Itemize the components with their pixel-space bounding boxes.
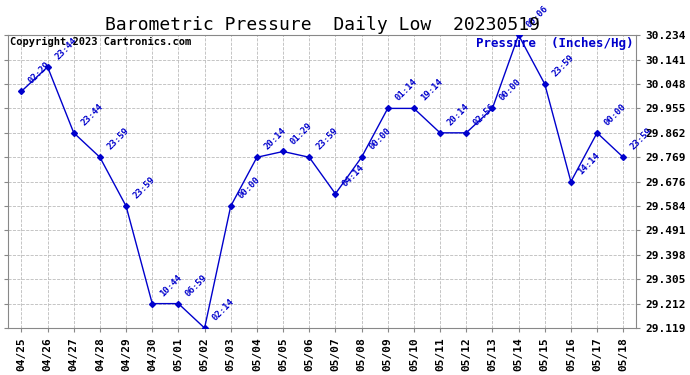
- Text: 23:59: 23:59: [132, 175, 157, 201]
- Title: Barometric Pressure  Daily Low  20230519: Barometric Pressure Daily Low 20230519: [105, 15, 540, 33]
- Text: 04:14: 04:14: [341, 163, 366, 188]
- Text: Pressure  (Inches/Hg): Pressure (Inches/Hg): [475, 36, 633, 50]
- Text: 23:59: 23:59: [551, 53, 575, 78]
- Text: 10:44: 10:44: [158, 273, 183, 298]
- Text: 23:59: 23:59: [629, 126, 654, 152]
- Text: 23:44: 23:44: [79, 102, 105, 127]
- Text: 20:14: 20:14: [262, 126, 288, 152]
- Text: 23:59: 23:59: [315, 126, 340, 152]
- Text: 02:29: 02:29: [27, 60, 52, 86]
- Text: 02:56: 02:56: [472, 102, 497, 127]
- Text: 02:14: 02:14: [210, 297, 235, 322]
- Text: 00:00: 00:00: [367, 126, 393, 152]
- Text: 00:00: 00:00: [236, 175, 262, 201]
- Text: Copyright 2023 Cartronics.com: Copyright 2023 Cartronics.com: [10, 36, 191, 46]
- Text: 00:00: 00:00: [498, 78, 523, 103]
- Text: 23:44: 23:44: [53, 36, 79, 62]
- Text: 00:00: 00:00: [602, 102, 628, 127]
- Text: 20:14: 20:14: [446, 102, 471, 127]
- Text: 14:14: 14:14: [576, 151, 602, 176]
- Text: 01:29: 01:29: [288, 121, 314, 146]
- Text: 00:06: 00:06: [524, 4, 549, 30]
- Text: 01:14: 01:14: [393, 78, 419, 103]
- Text: 23:59: 23:59: [106, 126, 131, 152]
- Text: 19:14: 19:14: [420, 78, 445, 103]
- Text: 06:59: 06:59: [184, 273, 209, 298]
